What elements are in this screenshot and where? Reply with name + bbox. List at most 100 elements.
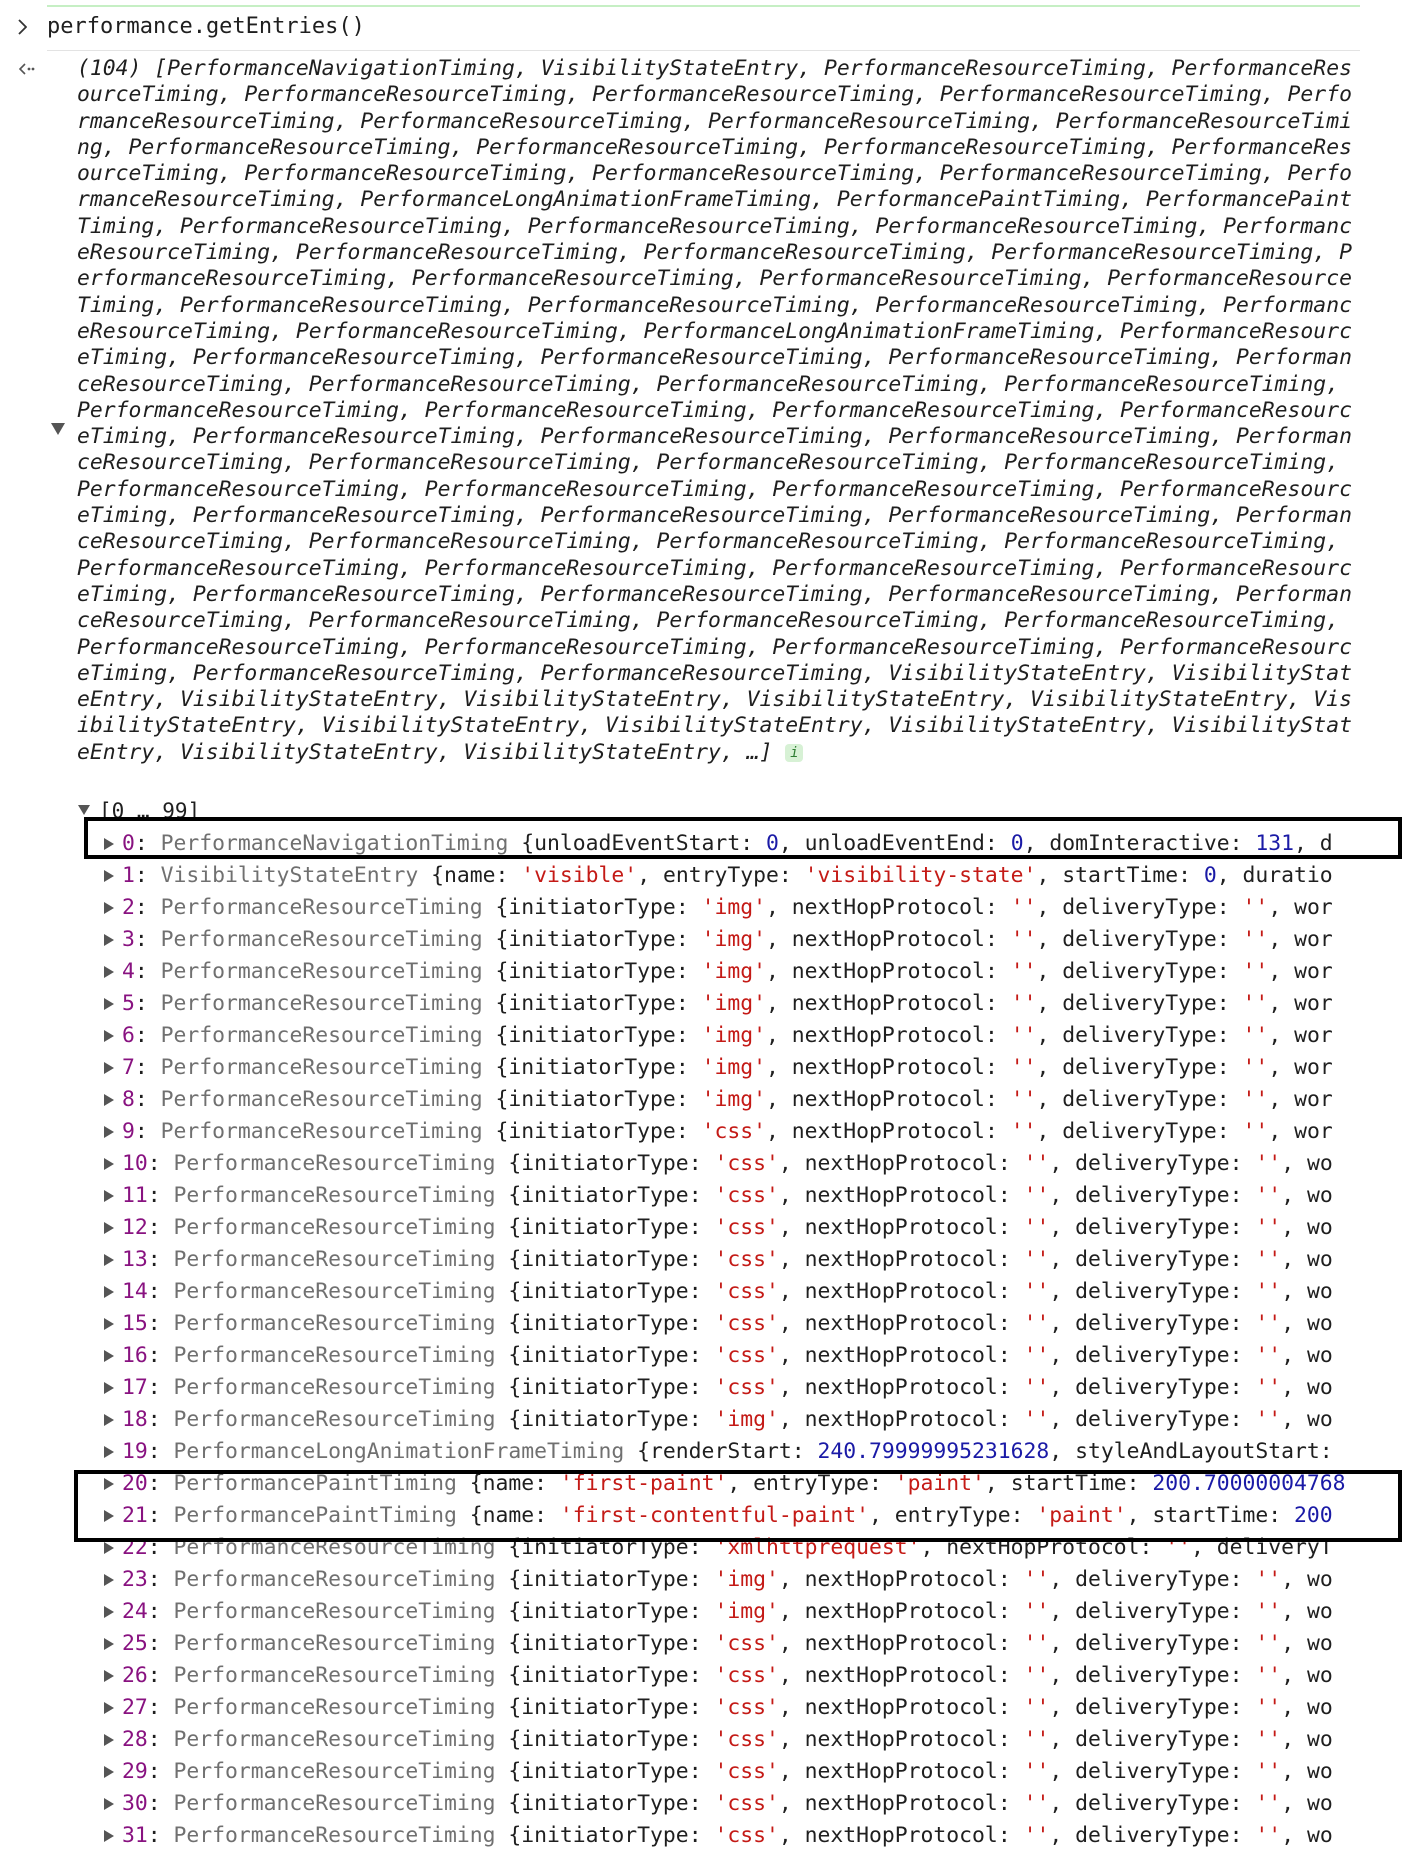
entry-row[interactable]: 4: PerformanceResourceTiming {initiatorT… xyxy=(0,956,1414,988)
expand-arrow-icon[interactable] xyxy=(104,1478,114,1490)
expand-triangle-icon[interactable] xyxy=(51,423,65,435)
expand-arrow-icon[interactable] xyxy=(104,1158,114,1170)
expand-arrow-icon[interactable] xyxy=(104,1222,114,1234)
punctuation: , xyxy=(778,1823,805,1848)
entry-row[interactable]: 6: PerformanceResourceTiming {initiatorT… xyxy=(0,1020,1414,1052)
expand-arrow-icon[interactable] xyxy=(104,1030,114,1042)
expand-arrow-icon[interactable] xyxy=(104,1286,114,1298)
entry-row[interactable]: 11: PerformanceResourceTiming {initiator… xyxy=(0,1180,1414,1212)
string-value: '' xyxy=(1255,1375,1282,1400)
entry-row[interactable]: 2: PerformanceResourceTiming {initiatorT… xyxy=(0,892,1414,924)
expand-arrow-icon[interactable] xyxy=(104,1734,114,1746)
expand-arrow-icon[interactable] xyxy=(104,1670,114,1682)
string-value: '' xyxy=(1023,1279,1050,1304)
entry-row[interactable]: 1: VisibilityStateEntry {name: 'visible'… xyxy=(0,860,1414,892)
entry-row[interactable]: 18: PerformanceResourceTiming {initiator… xyxy=(0,1404,1414,1436)
expand-arrow-icon[interactable] xyxy=(104,1638,114,1650)
expand-arrow-icon[interactable] xyxy=(104,1318,114,1330)
expand-arrow-icon[interactable] xyxy=(104,1350,114,1362)
punctuation: , xyxy=(778,1599,805,1624)
property-key: nextHopProtocol xyxy=(804,1663,998,1688)
range-expand-triangle-icon[interactable] xyxy=(78,805,90,815)
punctuation: , xyxy=(1049,1631,1076,1656)
entry-row[interactable]: 21: PerformancePaintTiming {name: 'first… xyxy=(0,1500,1414,1532)
expand-arrow-icon[interactable] xyxy=(104,1798,114,1810)
punctuation: : xyxy=(675,1119,702,1144)
expand-arrow-icon[interactable] xyxy=(104,870,114,882)
entry-row[interactable]: 26: PerformanceResourceTiming {initiator… xyxy=(0,1660,1414,1692)
expand-arrow-icon[interactable] xyxy=(104,1510,114,1522)
entry-row[interactable]: 29: PerformanceResourceTiming {initiator… xyxy=(0,1756,1414,1788)
expand-arrow-icon[interactable] xyxy=(104,998,114,1010)
punctuation: , wo xyxy=(1281,1599,1333,1624)
expand-arrow-icon[interactable] xyxy=(104,1446,114,1458)
info-badge-icon[interactable]: i xyxy=(785,743,804,762)
entry-row[interactable]: 30: PerformanceResourceTiming {initiator… xyxy=(0,1788,1414,1820)
expand-arrow-icon[interactable] xyxy=(104,966,114,978)
expand-arrow-icon[interactable] xyxy=(104,1062,114,1074)
string-value: '' xyxy=(1023,1791,1050,1816)
punctuation: : xyxy=(997,1727,1024,1752)
string-value: '' xyxy=(1255,1247,1282,1272)
punctuation: , xyxy=(1049,1823,1076,1848)
entry-row[interactable]: 9: PerformanceResourceTiming {initiatorT… xyxy=(0,1116,1414,1148)
expand-arrow-icon[interactable] xyxy=(104,902,114,914)
expand-arrow-icon[interactable] xyxy=(104,1190,114,1202)
array-range-group[interactable]: [0 … 99] xyxy=(78,796,478,822)
entry-row[interactable]: 14: PerformanceResourceTiming {initiator… xyxy=(0,1276,1414,1308)
expand-arrow-icon[interactable] xyxy=(104,934,114,946)
property-key: nextHopProtocol xyxy=(791,1055,985,1080)
expand-arrow-icon[interactable] xyxy=(104,1766,114,1778)
entry-row[interactable]: 15: PerformanceResourceTiming {initiator… xyxy=(0,1308,1414,1340)
expand-arrow-icon[interactable] xyxy=(104,1382,114,1394)
entry-row[interactable]: 19: PerformanceLongAnimationFrameTiming … xyxy=(0,1436,1414,1468)
expand-arrow-icon[interactable] xyxy=(104,1126,114,1138)
entry-row[interactable]: 8: PerformanceResourceTiming {initiatorT… xyxy=(0,1084,1414,1116)
punctuation: , xyxy=(1049,1311,1076,1336)
string-value: 'css' xyxy=(714,1695,779,1720)
punctuation: , wo xyxy=(1281,1247,1333,1272)
punctuation: , wo xyxy=(1281,1695,1333,1720)
punctuation: , xyxy=(1036,991,1063,1016)
entry-index: 17 xyxy=(122,1375,148,1400)
entry-row[interactable]: 12: PerformanceResourceTiming {initiator… xyxy=(0,1212,1414,1244)
entry-row[interactable]: 3: PerformanceResourceTiming {initiatorT… xyxy=(0,924,1414,956)
entry-row[interactable]: 17: PerformanceResourceTiming {initiator… xyxy=(0,1372,1414,1404)
entry-index: 7 xyxy=(122,1055,135,1080)
result-summary[interactable]: (104) [PerformanceNavigationTiming, Visi… xyxy=(77,56,1362,766)
punctuation: : xyxy=(688,1311,715,1336)
entry-row[interactable]: 13: PerformanceResourceTiming {initiator… xyxy=(0,1244,1414,1276)
punctuation: , xyxy=(1036,927,1063,952)
entry-row[interactable]: 27: PerformanceResourceTiming {initiator… xyxy=(0,1692,1414,1724)
expand-arrow-icon[interactable] xyxy=(104,1606,114,1618)
entry-row[interactable]: 5: PerformanceResourceTiming {initiatorT… xyxy=(0,988,1414,1020)
string-value: 'css' xyxy=(701,1119,766,1144)
entry-row[interactable]: 20: PerformancePaintTiming {name: 'first… xyxy=(0,1468,1414,1500)
entry-row[interactable]: 0: PerformanceNavigationTiming {unloadEv… xyxy=(0,828,1414,860)
entry-class: PerformanceResourceTiming xyxy=(160,895,483,920)
expand-arrow-icon[interactable] xyxy=(104,1094,114,1106)
entry-row[interactable]: 31: PerformanceResourceTiming {initiator… xyxy=(0,1820,1414,1852)
expand-arrow-icon[interactable] xyxy=(104,1542,114,1554)
entry-row[interactable]: 16: PerformanceResourceTiming {initiator… xyxy=(0,1340,1414,1372)
entry-row[interactable]: 7: PerformanceResourceTiming {initiatorT… xyxy=(0,1052,1414,1084)
entry-content: 16: PerformanceResourceTiming {initiator… xyxy=(122,1343,1333,1368)
entry-row[interactable]: 23: PerformanceResourceTiming {initiator… xyxy=(0,1564,1414,1596)
punctuation: : xyxy=(997,1151,1024,1176)
punctuation: : xyxy=(997,1631,1024,1656)
entry-class: PerformanceResourceTiming xyxy=(173,1823,496,1848)
expand-arrow-icon[interactable] xyxy=(104,1254,114,1266)
expand-arrow-icon[interactable] xyxy=(104,1414,114,1426)
property-key: nextHopProtocol xyxy=(804,1631,998,1656)
entry-row[interactable]: 24: PerformanceResourceTiming {initiator… xyxy=(0,1596,1414,1628)
expand-arrow-icon[interactable] xyxy=(104,838,114,850)
string-value: '' xyxy=(1023,1599,1050,1624)
entry-row[interactable]: 28: PerformanceResourceTiming {initiator… xyxy=(0,1724,1414,1756)
expand-arrow-icon[interactable] xyxy=(104,1702,114,1714)
entry-row[interactable]: 25: PerformanceResourceTiming {initiator… xyxy=(0,1628,1414,1660)
punctuation: , xyxy=(765,1119,792,1144)
entry-content: 5: PerformanceResourceTiming {initiatorT… xyxy=(122,991,1333,1016)
console-command[interactable]: performance.getEntries() xyxy=(47,14,365,39)
entry-row[interactable]: 10: PerformanceResourceTiming {initiator… xyxy=(0,1148,1414,1180)
expand-arrow-icon[interactable] xyxy=(104,1574,114,1586)
